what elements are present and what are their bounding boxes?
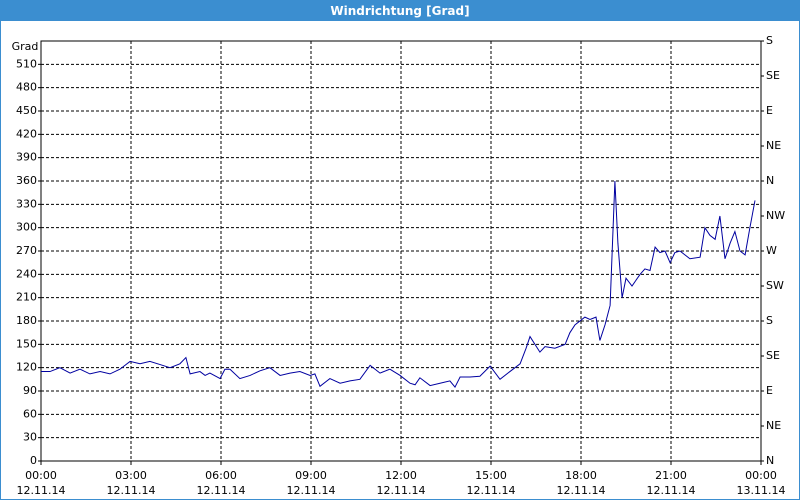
y-tick-label: 60 bbox=[23, 407, 37, 420]
y2-tick-label: E bbox=[766, 104, 773, 117]
x-tick-date: 12.11.14 bbox=[197, 484, 246, 497]
y-tick-label: 450 bbox=[16, 104, 37, 117]
x-tick-date: 12.11.14 bbox=[647, 484, 696, 497]
y2-tick-label: NW bbox=[766, 209, 785, 222]
y-tick-label: 300 bbox=[16, 221, 37, 234]
y2-tick-label: SE bbox=[766, 349, 780, 362]
y-tick-label: 330 bbox=[16, 197, 37, 210]
y2-tick-label: S bbox=[766, 314, 773, 327]
y2-tick-label: SW bbox=[766, 279, 784, 292]
y-tick-label: 90 bbox=[23, 384, 37, 397]
title-bar: Windrichtung [Grad] bbox=[1, 1, 799, 21]
x-tick-label: 21:00 bbox=[655, 469, 687, 482]
y2-tick-label: N bbox=[766, 174, 774, 187]
y2-tick-label: S bbox=[766, 34, 773, 47]
x-tick-date: 12.11.14 bbox=[287, 484, 336, 497]
y2-tick-label: SE bbox=[766, 69, 780, 82]
x-tick-label: 00:00 bbox=[745, 469, 777, 482]
x-tick-date: 12.11.14 bbox=[17, 484, 66, 497]
y-tick-label: 240 bbox=[16, 267, 37, 280]
y-tick-label: 270 bbox=[16, 244, 37, 257]
y-tick-label: 180 bbox=[16, 314, 37, 327]
y-tick-label: 480 bbox=[16, 81, 37, 94]
x-tick-date: 12.11.14 bbox=[107, 484, 156, 497]
y-tick-label: 120 bbox=[16, 361, 37, 374]
x-tick-date: 13.11.14 bbox=[737, 484, 786, 497]
y2-tick-label: W bbox=[766, 244, 777, 257]
data-line bbox=[41, 180, 756, 389]
x-tick-date: 12.11.14 bbox=[557, 484, 606, 497]
y2-tick-label: E bbox=[766, 384, 773, 397]
y-tick-label: 420 bbox=[16, 127, 37, 140]
y-tick-label: 360 bbox=[16, 174, 37, 187]
x-tick-label: 00:00 bbox=[25, 469, 57, 482]
y-tick-label: 30 bbox=[23, 431, 37, 444]
y2-tick-label: NE bbox=[766, 419, 781, 432]
y2-tick-label: N bbox=[766, 454, 774, 467]
x-tick-label: 09:00 bbox=[295, 469, 327, 482]
x-tick-label: 18:00 bbox=[565, 469, 597, 482]
x-tick-label: 06:00 bbox=[205, 469, 237, 482]
x-tick-date: 12.11.14 bbox=[377, 484, 426, 497]
y-axis-label: Grad bbox=[12, 40, 39, 53]
y-tick-label: 210 bbox=[16, 291, 37, 304]
x-tick-label: 03:00 bbox=[115, 469, 147, 482]
y-tick-label: 150 bbox=[16, 337, 37, 350]
y-tick-label: 510 bbox=[16, 57, 37, 70]
y2-tick-label: NE bbox=[766, 139, 781, 152]
y-tick-label: 390 bbox=[16, 151, 37, 164]
y-tick-label: 0 bbox=[30, 454, 37, 467]
x-tick-date: 12.11.14 bbox=[467, 484, 516, 497]
x-tick-label: 12:00 bbox=[385, 469, 417, 482]
x-tick-label: 15:00 bbox=[475, 469, 507, 482]
